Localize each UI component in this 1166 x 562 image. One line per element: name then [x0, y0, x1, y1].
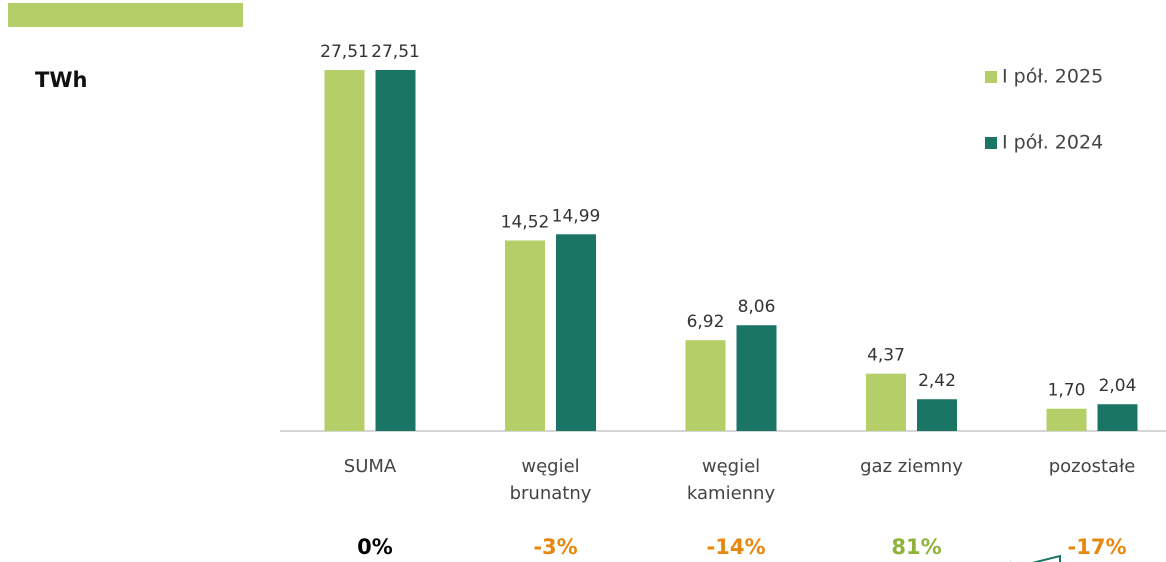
bar — [375, 70, 416, 431]
value-label: 8,06 — [738, 297, 776, 317]
legend-label: I pół. 2025 — [1002, 66, 1103, 88]
value-label: 6,92 — [687, 312, 725, 332]
x-tick-label: pozostałe — [1049, 456, 1136, 477]
change-label: 81% — [891, 535, 941, 559]
bar — [866, 373, 906, 431]
bar — [685, 340, 726, 431]
x-tick-label: kamienny — [687, 483, 776, 504]
change-label: -3% — [533, 535, 577, 559]
x-tick-label: SUMA — [344, 456, 397, 477]
change-label: 0% — [357, 535, 393, 559]
x-tick-label: gaz ziemny — [860, 456, 963, 477]
bar — [1046, 408, 1087, 431]
legend-swatch — [985, 137, 997, 149]
unit-label: TWh — [35, 68, 87, 92]
header-bar — [8, 3, 243, 27]
value-label: 14,52 — [501, 212, 550, 232]
value-label: 1,70 — [1048, 381, 1086, 401]
value-label: 27,51 — [320, 42, 369, 62]
change-label: -17% — [1068, 535, 1127, 559]
bar — [556, 234, 596, 431]
bar — [736, 325, 777, 431]
value-label: 27,51 — [371, 42, 420, 62]
change-label: -14% — [707, 535, 766, 559]
value-label: 14,99 — [552, 206, 601, 226]
bar — [1097, 404, 1138, 431]
legend-label: I pół. 2024 — [1002, 132, 1103, 154]
value-label: 4,37 — [867, 346, 905, 366]
callout-line — [1010, 554, 1061, 562]
value-label: 2,42 — [918, 371, 956, 391]
value-label: 2,04 — [1099, 376, 1137, 396]
x-tick-label: węgiel — [702, 456, 760, 477]
bar — [324, 70, 365, 431]
bar — [917, 399, 957, 431]
legend-swatch — [985, 71, 997, 83]
x-tick-label: węgiel — [521, 456, 579, 477]
bar — [505, 240, 545, 431]
x-tick-label: brunatny — [510, 483, 592, 504]
